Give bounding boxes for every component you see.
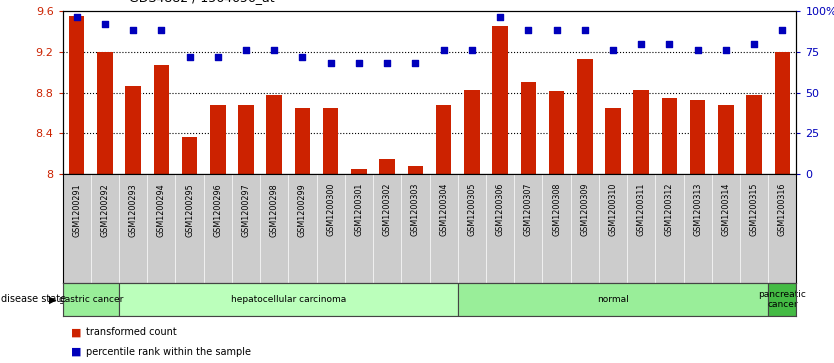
- Bar: [577, 59, 592, 363]
- Text: GSM1200311: GSM1200311: [636, 183, 646, 236]
- Bar: [605, 108, 620, 363]
- Point: [521, 28, 535, 33]
- Bar: [119, 283, 458, 316]
- Point: [691, 47, 705, 53]
- Text: GSM1200304: GSM1200304: [440, 183, 448, 236]
- Point: [663, 41, 676, 46]
- Point: [324, 60, 338, 66]
- Text: GSM1200295: GSM1200295: [185, 183, 194, 237]
- Bar: [379, 159, 395, 363]
- Bar: [239, 105, 254, 363]
- Text: hepatocellular carcinoma: hepatocellular carcinoma: [231, 295, 346, 304]
- Bar: [520, 82, 536, 363]
- Point: [747, 41, 761, 46]
- Text: GSM1200313: GSM1200313: [693, 183, 702, 236]
- Point: [296, 54, 309, 60]
- Point: [127, 28, 140, 33]
- Bar: [492, 26, 508, 363]
- Point: [352, 60, 365, 66]
- Bar: [661, 98, 677, 363]
- Point: [183, 54, 196, 60]
- Text: GSM1200296: GSM1200296: [214, 183, 223, 237]
- Text: GSM1200292: GSM1200292: [100, 183, 109, 237]
- Point: [719, 47, 732, 53]
- Point: [776, 28, 789, 33]
- Bar: [182, 138, 198, 363]
- Text: GSM1200294: GSM1200294: [157, 183, 166, 237]
- Text: GSM1200305: GSM1200305: [467, 183, 476, 236]
- Bar: [690, 100, 706, 363]
- Text: GDS4882 / 1564656_at: GDS4882 / 1564656_at: [129, 0, 275, 4]
- Text: GSM1200298: GSM1200298: [269, 183, 279, 237]
- Bar: [436, 105, 451, 363]
- Text: GSM1200309: GSM1200309: [580, 183, 590, 236]
- Bar: [210, 105, 225, 363]
- Point: [409, 60, 422, 66]
- Bar: [267, 95, 282, 363]
- Text: GSM1200297: GSM1200297: [242, 183, 250, 237]
- Point: [268, 47, 281, 53]
- Text: ▶: ▶: [49, 294, 57, 305]
- Bar: [294, 108, 310, 363]
- Bar: [323, 108, 339, 363]
- Point: [154, 28, 168, 33]
- Text: GSM1200299: GSM1200299: [298, 183, 307, 237]
- Bar: [718, 105, 734, 363]
- Point: [239, 47, 253, 53]
- Text: pancreatic
cancer: pancreatic cancer: [758, 290, 806, 309]
- Text: ■: ■: [71, 327, 82, 337]
- Point: [98, 21, 112, 27]
- Point: [635, 41, 648, 46]
- Text: GSM1200316: GSM1200316: [778, 183, 786, 236]
- Bar: [408, 166, 423, 363]
- Point: [465, 47, 479, 53]
- Text: GSM1200314: GSM1200314: [721, 183, 731, 236]
- Text: GSM1200300: GSM1200300: [326, 183, 335, 236]
- Point: [494, 15, 507, 20]
- Text: transformed count: transformed count: [86, 327, 177, 337]
- Text: GSM1200301: GSM1200301: [354, 183, 364, 236]
- Text: GSM1200315: GSM1200315: [750, 183, 759, 236]
- Text: disease state: disease state: [1, 294, 66, 305]
- Text: GSM1200291: GSM1200291: [73, 183, 81, 237]
- Point: [578, 28, 591, 33]
- Bar: [458, 283, 768, 316]
- Bar: [549, 90, 565, 363]
- Bar: [63, 283, 119, 316]
- Point: [437, 47, 450, 53]
- Text: GSM1200310: GSM1200310: [609, 183, 617, 236]
- Bar: [746, 95, 762, 363]
- Text: percentile rank within the sample: percentile rank within the sample: [86, 347, 251, 357]
- Text: GSM1200293: GSM1200293: [128, 183, 138, 237]
- Text: GSM1200307: GSM1200307: [524, 183, 533, 236]
- Point: [380, 60, 394, 66]
- Bar: [97, 52, 113, 363]
- Text: GSM1200306: GSM1200306: [495, 183, 505, 236]
- Bar: [153, 65, 169, 363]
- Text: GSM1200303: GSM1200303: [411, 183, 420, 236]
- Text: GSM1200302: GSM1200302: [383, 183, 392, 236]
- Text: GSM1200312: GSM1200312: [665, 183, 674, 236]
- Bar: [775, 52, 790, 363]
- Bar: [634, 90, 649, 363]
- Bar: [464, 90, 480, 363]
- Text: ■: ■: [71, 347, 82, 357]
- Bar: [768, 283, 796, 316]
- Text: gastric cancer: gastric cancer: [58, 295, 123, 304]
- Point: [70, 15, 83, 20]
- Bar: [69, 16, 84, 363]
- Text: normal: normal: [597, 295, 629, 304]
- Point: [550, 28, 563, 33]
- Point: [211, 54, 224, 60]
- Text: GSM1200308: GSM1200308: [552, 183, 561, 236]
- Bar: [351, 169, 367, 363]
- Bar: [125, 86, 141, 363]
- Point: [606, 47, 620, 53]
